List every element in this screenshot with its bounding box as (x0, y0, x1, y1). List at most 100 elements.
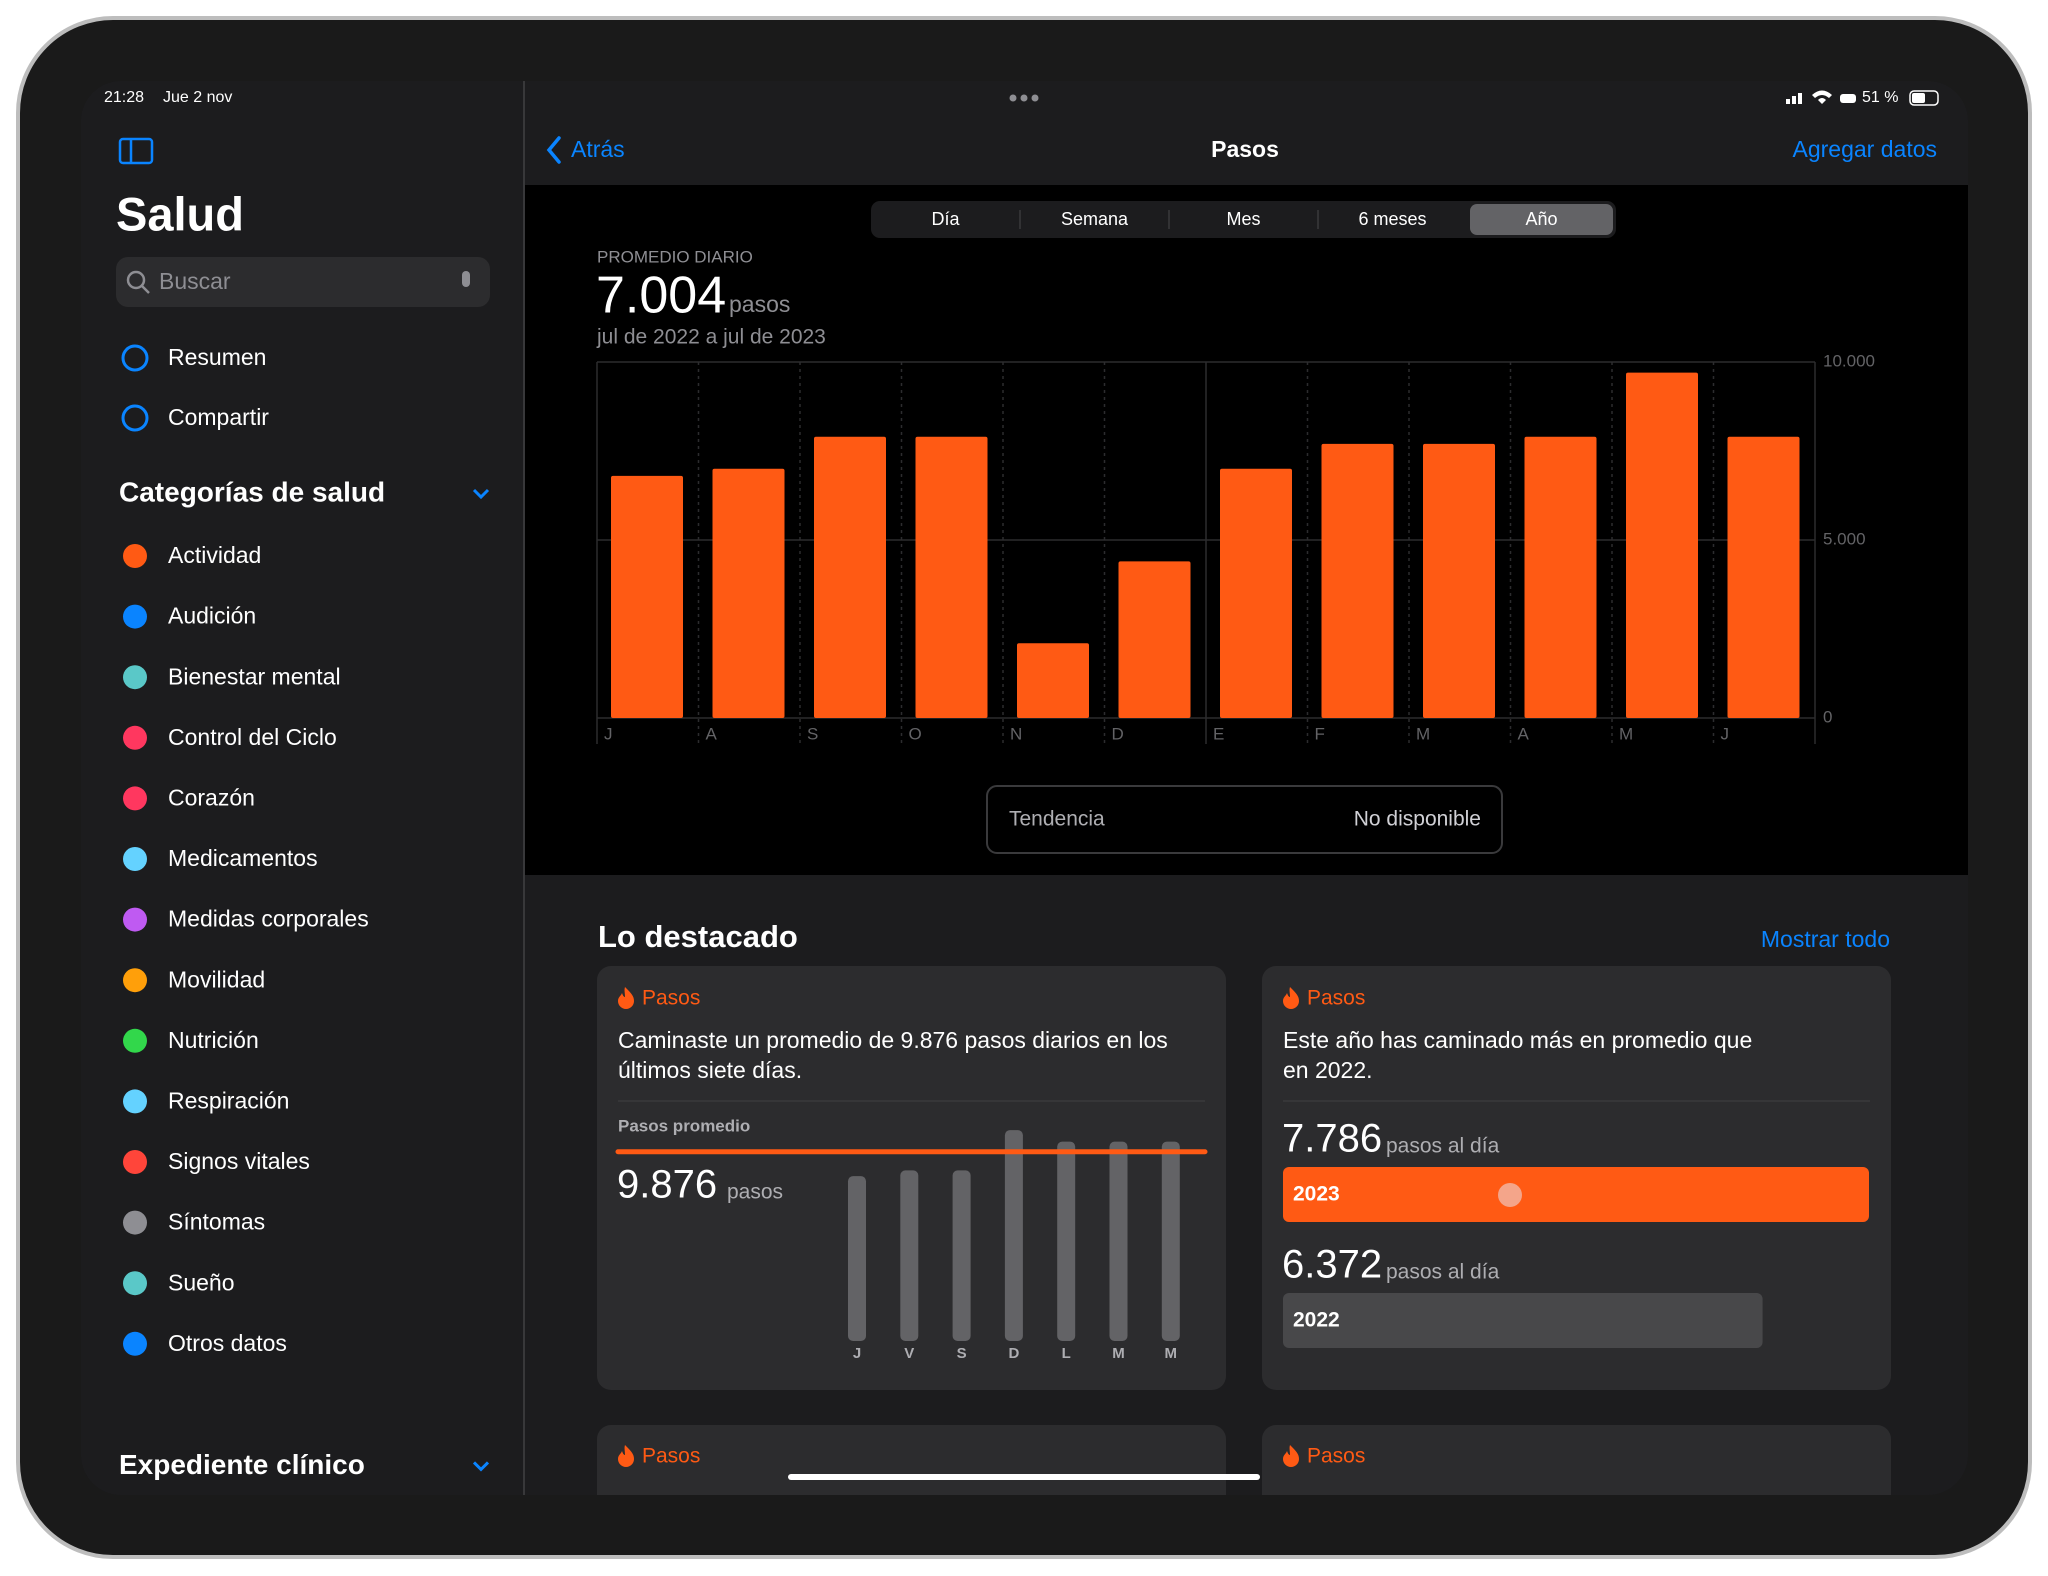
mini-unit: pasos (727, 1181, 783, 1204)
item-icon (123, 544, 147, 568)
card-text: últimos siete días. (618, 1057, 802, 1083)
mini-x-label: L (1062, 1345, 1071, 1362)
y-tick-label: 5.000 (1823, 529, 1866, 548)
sidebar-item[interactable]: Otros datos (168, 1330, 287, 1356)
sidebar-item[interactable]: Síntomas (168, 1209, 265, 1235)
x-tick-label: F (1315, 724, 1325, 743)
mini-bar (952, 1170, 971, 1341)
mini-bar (1109, 1141, 1128, 1341)
mini-x-label: S (957, 1345, 967, 1362)
mini-x-label: M (1112, 1345, 1125, 1362)
trend-box[interactable] (986, 785, 1503, 854)
x-tick-label: M (1416, 724, 1430, 743)
bar (814, 436, 886, 718)
sidebar-item[interactable]: Corazón (168, 784, 255, 810)
item-icon (123, 968, 147, 993)
section-title[interactable]: Categorías de salud (119, 476, 385, 507)
multitask-dots (1009, 94, 1039, 102)
sidebar-item[interactable]: Actividad (168, 542, 261, 568)
segment[interactable]: Semana (1061, 209, 1129, 229)
bar (712, 468, 785, 718)
status-date: Jue 2 nov (163, 89, 232, 106)
segment-selected (1470, 204, 1613, 235)
sidebar-toggle[interactable] (118, 137, 154, 165)
sidebar-item[interactable]: Sueño (168, 1269, 235, 1295)
segmented-control (871, 201, 1616, 238)
item-icon (123, 1271, 147, 1296)
bar (611, 475, 683, 718)
sidebar-item[interactable]: Movilidad (168, 966, 265, 992)
highlight-card[interactable] (1262, 1425, 1891, 1576)
flame-icon (618, 1445, 634, 1467)
section-title[interactable]: Expediente clínico (119, 1449, 365, 1480)
mini-bar (900, 1170, 919, 1341)
sidebar-item[interactable]: Nutrición (168, 1027, 259, 1053)
mini-bar (1004, 1130, 1023, 1341)
x-tick-label: E (1213, 724, 1224, 743)
bar (1727, 436, 1800, 718)
compare-dot (1498, 1183, 1522, 1207)
summary-average: 7.004 (596, 267, 726, 325)
bar (1626, 372, 1698, 718)
sidebar-item[interactable]: Compartir (168, 404, 269, 430)
x-tick-label: N (1010, 724, 1022, 743)
card-tag: Pasos (1307, 987, 1365, 1010)
mini-bar (848, 1176, 866, 1341)
status-battery: 51 % (1862, 89, 1898, 106)
search-field[interactable] (116, 257, 490, 307)
sidebar-item[interactable]: Signos vitales (168, 1148, 310, 1174)
flame-icon (1283, 1445, 1299, 1467)
sidebar-item[interactable]: Medicamentos (168, 845, 318, 871)
segment[interactable]: 6 meses (1358, 209, 1426, 229)
highlights-title: Lo destacado (598, 919, 798, 954)
highlights-action[interactable]: Mostrar todo (1761, 926, 1890, 952)
card-text: Caminaste un promedio de 9.876 pasos dia… (618, 1027, 1168, 1053)
x-tick-label: A (706, 724, 718, 743)
bar (1017, 643, 1089, 718)
back-button[interactable]: Atrás (571, 136, 625, 162)
flame-icon (1283, 987, 1299, 1009)
nav-title: Pasos (1211, 136, 1279, 162)
back-chevron[interactable] (546, 136, 561, 164)
flame-icon (618, 987, 634, 1009)
signal-icons (1786, 90, 1856, 104)
card-text: Este año has caminado más en promedio qu… (1283, 1027, 1752, 1053)
trend-label: Tendencia (1009, 808, 1105, 831)
mini-x-label: D (1008, 1345, 1019, 1362)
x-tick-label: D (1112, 724, 1124, 743)
sidebar-item[interactable]: Resumen (168, 344, 266, 370)
x-tick-label: M (1619, 724, 1633, 743)
item-icon (123, 1331, 147, 1356)
mini-chart-label: Pasos promedio (618, 1116, 750, 1135)
compare-bar (1283, 1167, 1869, 1222)
item-icon (123, 1150, 147, 1174)
segment[interactable]: Mes (1226, 209, 1260, 229)
x-tick-label: S (807, 724, 818, 743)
sidebar-item[interactable]: Audición (168, 603, 256, 629)
item-icon (121, 404, 149, 432)
segment[interactable]: Día (931, 209, 960, 229)
mini-average: 9.876 (617, 1163, 717, 1207)
trend-value: No disponible (1354, 808, 1481, 831)
sidebar-item[interactable]: Control del Ciclo (168, 724, 337, 750)
bar (1118, 561, 1191, 718)
card-tag: Pasos (1307, 1445, 1365, 1468)
sidebar-item[interactable]: Medidas corporales (168, 906, 369, 932)
section-chevron (472, 488, 490, 500)
section-chevron (472, 1461, 490, 1472)
status-time: 21:28 (104, 89, 144, 106)
battery-level (1912, 93, 1925, 103)
item-icon (123, 1210, 147, 1235)
sidebar-item[interactable]: Respiración (168, 1087, 289, 1113)
compare-label: 2023 (1293, 1183, 1340, 1206)
mic-icon (462, 271, 470, 287)
segment[interactable]: Año (1525, 209, 1557, 229)
compare-value: 7.786 (1282, 1117, 1382, 1161)
nav-action[interactable]: Agregar datos (1793, 136, 1937, 162)
item-icon (123, 725, 147, 750)
item-icon (123, 786, 147, 811)
compare-value: 6.372 (1282, 1243, 1382, 1287)
x-tick-label: J (1721, 724, 1730, 743)
sidebar-item[interactable]: Bienestar mental (168, 663, 341, 689)
search-placeholder: Buscar (159, 268, 231, 294)
